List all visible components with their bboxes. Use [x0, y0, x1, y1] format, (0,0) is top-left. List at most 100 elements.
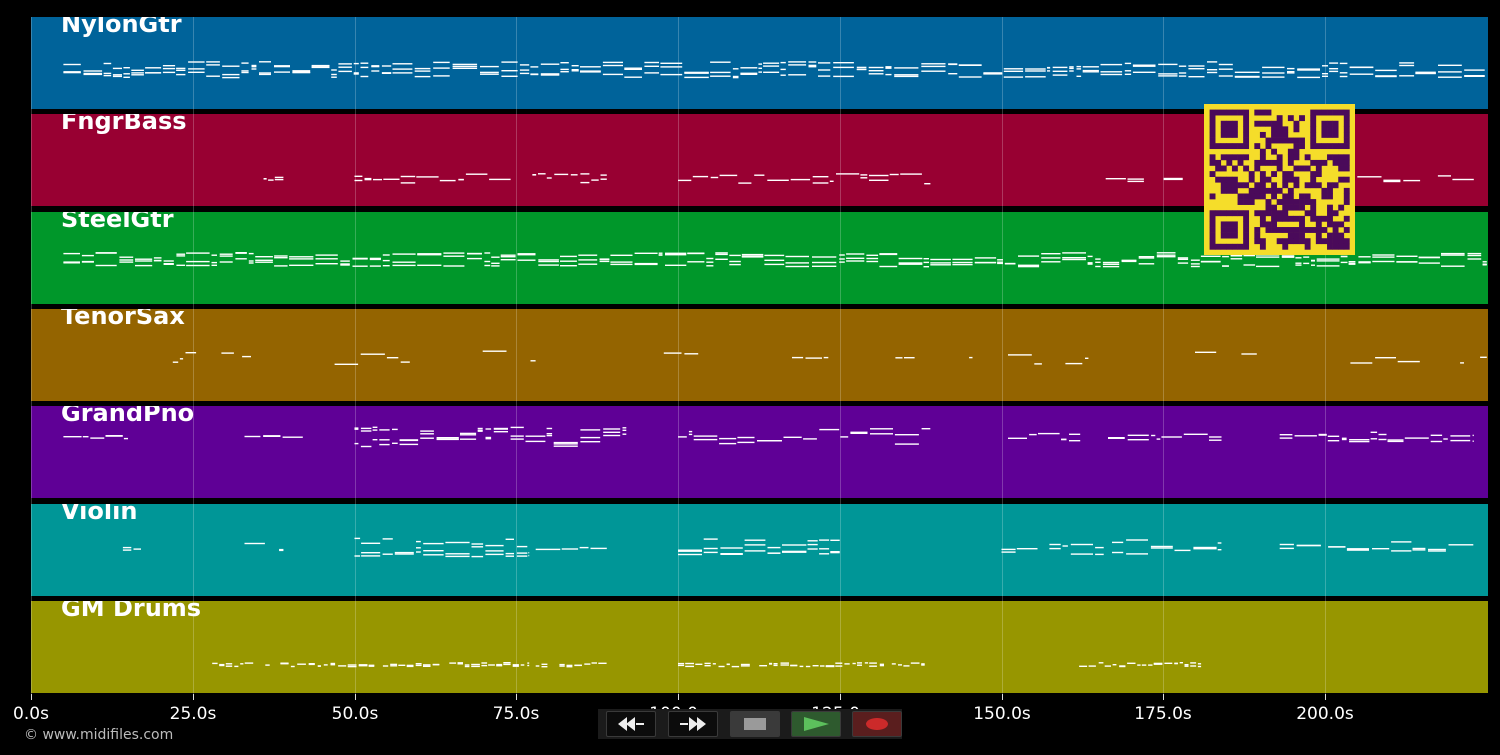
- note: [767, 179, 789, 181]
- note: [423, 550, 444, 552]
- note: [90, 437, 105, 439]
- note: [63, 71, 81, 73]
- play-button[interactable]: [791, 711, 841, 737]
- note: [123, 67, 130, 69]
- note: [392, 68, 413, 70]
- note: [1281, 255, 1295, 257]
- stop-button[interactable]: [730, 711, 780, 737]
- note: [423, 554, 444, 556]
- note: [678, 436, 687, 438]
- note: [889, 173, 899, 176]
- note: [780, 662, 789, 664]
- note: [1082, 66, 1099, 68]
- note: [833, 62, 854, 64]
- note: [1243, 264, 1256, 266]
- note: [311, 66, 330, 69]
- note: [1193, 546, 1217, 549]
- note: [790, 178, 811, 181]
- note: [1164, 662, 1173, 664]
- note: [420, 437, 434, 439]
- note: [898, 257, 923, 260]
- rewind-button[interactable]: [606, 711, 656, 737]
- note: [1156, 438, 1161, 440]
- note: [603, 428, 621, 430]
- note: [1069, 440, 1081, 442]
- note: [338, 66, 352, 68]
- note: [1450, 439, 1471, 442]
- note: [484, 264, 491, 267]
- fast-forward-button[interactable]: [668, 711, 718, 737]
- tick-mark: [1002, 694, 1003, 700]
- note: [602, 73, 623, 76]
- note: [135, 260, 153, 262]
- note: [443, 252, 465, 254]
- track-grandpno[interactable]: GrandPno: [31, 406, 1488, 498]
- note: [1003, 76, 1024, 78]
- note: [352, 258, 368, 260]
- note: [1391, 550, 1412, 552]
- note: [489, 178, 511, 181]
- note: [1467, 254, 1482, 257]
- note: [1008, 437, 1027, 439]
- note: [780, 61, 786, 64]
- note: [732, 76, 739, 79]
- note: [780, 74, 786, 76]
- note: [1049, 547, 1061, 550]
- note: [903, 665, 910, 667]
- note: [212, 662, 218, 665]
- note: [354, 555, 361, 557]
- note: [1348, 261, 1356, 263]
- note: [885, 67, 892, 69]
- note: [839, 261, 845, 263]
- note: [602, 64, 623, 67]
- play-icon: [804, 717, 829, 731]
- note: [382, 553, 393, 555]
- track-tenorsax[interactable]: TenorSax: [31, 309, 1488, 401]
- note: [400, 361, 410, 363]
- note: [1460, 362, 1464, 364]
- note: [112, 75, 122, 78]
- note: [812, 265, 837, 267]
- note: [292, 70, 311, 72]
- note: [1156, 254, 1176, 256]
- track-gm-drums[interactable]: GM Drums: [31, 601, 1488, 693]
- note: [517, 253, 536, 255]
- note: [923, 261, 929, 264]
- note: [538, 260, 559, 263]
- note: [974, 261, 997, 264]
- note: [1303, 262, 1310, 265]
- note: [423, 664, 431, 666]
- note: [833, 75, 854, 78]
- note: [1397, 360, 1420, 363]
- note: [808, 61, 817, 63]
- note: [516, 555, 528, 557]
- note: [1190, 263, 1200, 265]
- note: [599, 258, 610, 260]
- track-violin[interactable]: Violin: [31, 504, 1488, 596]
- note: [1041, 261, 1061, 263]
- note: [501, 70, 518, 72]
- copyright-text: © www.midifiles.com: [24, 727, 174, 743]
- note: [535, 665, 540, 667]
- note: [921, 65, 946, 68]
- track-nylongtr[interactable]: NylonGtr: [31, 17, 1488, 109]
- note: [559, 663, 565, 666]
- qr-code-image: [1204, 104, 1355, 255]
- note: [354, 427, 359, 429]
- note: [1119, 665, 1126, 668]
- note: [868, 66, 884, 69]
- note: [282, 436, 303, 438]
- note: [123, 76, 130, 78]
- note: [432, 663, 440, 666]
- note: [225, 663, 233, 665]
- note: [381, 65, 392, 67]
- note: [1018, 264, 1040, 266]
- note: [983, 73, 1003, 75]
- note: [1018, 265, 1040, 268]
- note: [1339, 75, 1348, 78]
- note: [1391, 541, 1412, 543]
- record-button[interactable]: [852, 711, 902, 737]
- note: [1190, 662, 1197, 664]
- note: [1132, 71, 1156, 73]
- note: [1448, 544, 1474, 546]
